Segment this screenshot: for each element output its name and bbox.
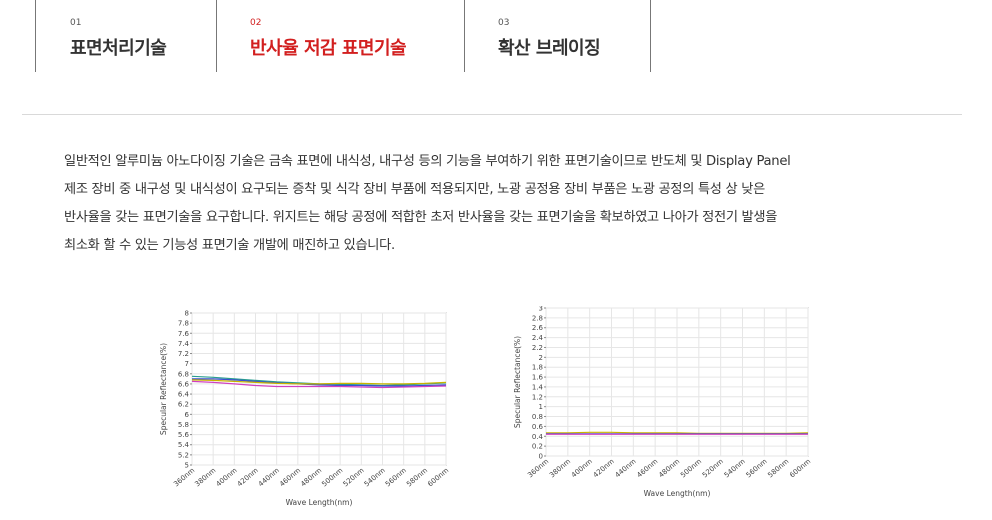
section-divider	[22, 114, 962, 115]
y-tick-label: 7.8	[178, 320, 189, 328]
x-tick-label: 420nm	[592, 457, 616, 479]
y-tick-label: 5.8	[178, 421, 189, 429]
y-tick-label: 0.4	[532, 433, 544, 441]
y-tick-label: 2	[539, 354, 543, 362]
y-tick-label: 5.2	[178, 451, 189, 459]
description-text: 일반적인 알루미늄 아노다이징 기술은 금속 표면에 내식성, 내구성 등의 기…	[64, 148, 964, 260]
y-tick-label: 1.2	[532, 393, 543, 401]
y-tick-label: 1.6	[532, 374, 544, 382]
tab-separator	[464, 0, 465, 72]
y-tick-label: 0	[539, 453, 543, 461]
y-axis-label: Specular Reflectance(%)	[159, 343, 168, 435]
x-tick-label: 500nm	[679, 457, 703, 479]
x-tick-label: 560nm	[745, 457, 769, 479]
y-tick-label: 2.2	[532, 344, 543, 352]
y-tick-label: 7.2	[178, 350, 189, 358]
x-axis-label: Wave Length(nm)	[286, 498, 353, 507]
series-line	[191, 380, 447, 389]
series-line	[191, 379, 447, 385]
chart-svg: 5 5.2 5.4 5.6 5.8 6 6.2 6.4 6.6 6.8 7 7.2 7.4 7.6 7.8 8…	[159, 310, 450, 508]
x-tick-label: 400nm	[215, 466, 239, 488]
y-tick-label: 2.4	[532, 334, 544, 342]
chart-svg: 00.20.40.60.811.21.41.61.822.22.42.62.83…	[513, 306, 812, 498]
y-tick-label: 5.4	[178, 441, 190, 449]
x-tick-label: 360nm	[526, 457, 550, 479]
y-tick-label: 5	[185, 462, 189, 470]
y-tick-label: 0.8	[532, 413, 543, 421]
y-tick-label: 2.6	[532, 324, 544, 332]
x-tick-label: 400nm	[570, 457, 594, 479]
x-tick-label: 520nm	[701, 457, 725, 479]
tab-separator	[650, 0, 651, 72]
description-line: 반사율을 갖는 표면기술을 요구합니다. 위지트는 해당 공정에 적합한 초저 …	[64, 210, 778, 225]
description-line: 최소화 할 수 있는 기능성 표면기술 개발에 매진하고 있습니다.	[64, 238, 395, 253]
x-tick-label: 460nm	[278, 466, 302, 488]
tab-label: 표면처리기술	[70, 38, 167, 59]
y-tick-label: 6.4	[178, 391, 190, 399]
x-tick-label: 600nm	[788, 457, 812, 479]
series-line	[192, 378, 447, 387]
x-tick-label: 380nm	[193, 466, 217, 488]
description-line: 제조 장비 중 내구성 및 내식성이 요구되는 증착 및 식각 장비 부품에 적…	[64, 182, 765, 197]
reflectance-chart-1: 5 5.2 5.4 5.6 5.8 6 6.2 6.4 6.6 6.8 7 7.2 7.4 7.6 7.8 8…	[148, 306, 458, 514]
tab-separator	[216, 0, 217, 72]
y-tick-label: 6.2	[178, 401, 189, 409]
tab-label: 확산 브레이징	[498, 38, 601, 59]
y-tick-label: 6.6	[178, 380, 190, 388]
x-tick-label: 540nm	[723, 457, 747, 479]
reflectance-chart-2: 0 0.2 0.4 0.6 0.8 1 1.2 1.4 1.6 1.8 2 2.2 2.4 2.6 2.8 3…	[500, 306, 820, 506]
x-axis-label: Wave Length(nm)	[644, 489, 711, 498]
x-tick-label: 460nm	[635, 457, 659, 479]
tab-label: 반사율 저감 표면기술	[250, 38, 407, 59]
y-tick-label: 1	[539, 403, 543, 411]
y-axis-label: Specular Reflectance(%)	[513, 336, 522, 428]
y-tick-label: 7	[185, 360, 189, 368]
x-tick-label: 540nm	[363, 466, 387, 488]
x-tick-label: 420nm	[236, 466, 260, 488]
x-tick-label: 500nm	[320, 466, 344, 488]
y-tick-label: 3	[539, 306, 543, 313]
y-tick-label: 0.6	[532, 423, 544, 431]
description-line: 일반적인 알루미늄 아노다이징 기술은 금속 표면에 내식성, 내구성 등의 기…	[64, 154, 791, 169]
tab-separator	[35, 0, 36, 72]
y-tick-label: 7.6	[178, 330, 190, 338]
y-tick-label: 5.6	[178, 431, 190, 439]
y-tick-label: 1.8	[532, 364, 543, 372]
x-tick-label: 440nm	[614, 457, 638, 479]
x-tick-label: 380nm	[548, 457, 572, 479]
y-tick-label: 8	[185, 310, 189, 318]
y-tick-label: 6	[185, 411, 190, 419]
x-tick-label: 600nm	[426, 466, 450, 488]
tab-number: 03	[498, 18, 510, 28]
y-tick-label: 2.8	[532, 314, 543, 322]
y-tick-label: 6.8	[178, 370, 189, 378]
y-tick-label: 7.4	[178, 340, 190, 348]
x-tick-label: 520nm	[342, 466, 366, 488]
x-tick-label: 560nm	[384, 466, 408, 488]
x-tick-label: 480nm	[299, 466, 323, 488]
x-tick-label: 580nm	[766, 457, 790, 479]
y-tick-label: 0.2	[532, 443, 543, 451]
y-tick-label: 1.4	[532, 383, 544, 391]
x-tick-label: 480nm	[657, 457, 681, 479]
tab-number: 02	[250, 18, 262, 28]
x-tick-label: 440nm	[257, 466, 281, 488]
tab-number: 01	[70, 18, 82, 28]
x-tick-label: 360nm	[172, 466, 196, 488]
x-tick-label: 580nm	[405, 466, 429, 488]
tab-bar: 01 표면처리기술 02 반사율 저감 표면기술 03 확산 브레이징	[0, 0, 992, 100]
